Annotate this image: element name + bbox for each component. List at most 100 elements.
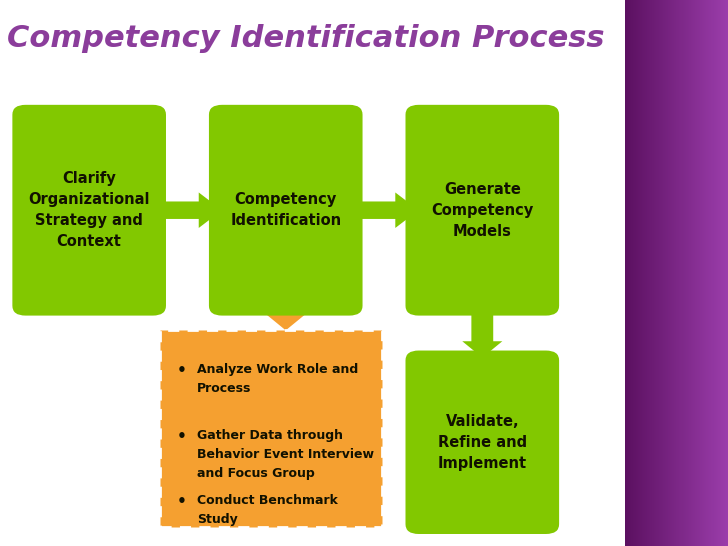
Polygon shape bbox=[266, 306, 306, 330]
Bar bbox=[677, 0, 678, 546]
Bar bbox=[719, 0, 720, 546]
Text: Conduct Benchmark
Study: Conduct Benchmark Study bbox=[197, 494, 339, 526]
Bar bbox=[696, 0, 697, 546]
Bar bbox=[683, 0, 684, 546]
Bar bbox=[663, 0, 664, 546]
Bar bbox=[670, 0, 671, 546]
Bar bbox=[709, 0, 711, 546]
Bar bbox=[720, 0, 721, 546]
Text: Gather Data through
Behavior Event Interview
and Focus Group: Gather Data through Behavior Event Inter… bbox=[197, 429, 374, 479]
Bar bbox=[628, 0, 629, 546]
Text: Generate
Competency
Models: Generate Competency Models bbox=[431, 182, 534, 239]
Bar bbox=[645, 0, 646, 546]
Bar bbox=[715, 0, 716, 546]
Text: Competency Identification Process: Competency Identification Process bbox=[7, 23, 604, 53]
Bar bbox=[673, 0, 674, 546]
Bar bbox=[637, 0, 638, 546]
Bar bbox=[689, 0, 691, 546]
FancyBboxPatch shape bbox=[405, 351, 559, 534]
Bar bbox=[647, 0, 649, 546]
Bar bbox=[640, 0, 641, 546]
Bar bbox=[727, 0, 728, 546]
Bar bbox=[657, 0, 659, 546]
Bar bbox=[630, 0, 631, 546]
Bar bbox=[704, 0, 705, 546]
Bar bbox=[708, 0, 709, 546]
Bar bbox=[706, 0, 708, 546]
Bar bbox=[669, 0, 670, 546]
Bar bbox=[676, 0, 677, 546]
Bar bbox=[713, 0, 715, 546]
Text: •: • bbox=[177, 429, 187, 443]
Bar bbox=[721, 0, 723, 546]
Bar bbox=[641, 0, 642, 546]
Bar bbox=[635, 0, 636, 546]
Bar bbox=[674, 0, 676, 546]
Bar bbox=[629, 0, 630, 546]
Bar bbox=[633, 0, 634, 546]
Text: •: • bbox=[177, 363, 187, 378]
Bar bbox=[684, 0, 686, 546]
Bar bbox=[705, 0, 706, 546]
Bar bbox=[649, 0, 651, 546]
Bar bbox=[699, 0, 700, 546]
Polygon shape bbox=[349, 193, 419, 228]
Text: Validate,
Refine and
Implement: Validate, Refine and Implement bbox=[438, 414, 527, 471]
Bar bbox=[723, 0, 724, 546]
Bar bbox=[632, 0, 633, 546]
Text: Competency
Identification: Competency Identification bbox=[230, 192, 341, 228]
Bar bbox=[672, 0, 673, 546]
Bar bbox=[718, 0, 719, 546]
Bar bbox=[700, 0, 701, 546]
Bar bbox=[638, 0, 639, 546]
Bar bbox=[659, 0, 660, 546]
FancyBboxPatch shape bbox=[12, 105, 166, 316]
Bar bbox=[646, 0, 647, 546]
Bar bbox=[642, 0, 644, 546]
Bar bbox=[651, 0, 652, 546]
Bar bbox=[702, 0, 703, 546]
Bar bbox=[668, 0, 669, 546]
Bar bbox=[687, 0, 688, 546]
Bar bbox=[662, 0, 663, 546]
Bar bbox=[725, 0, 726, 546]
Bar bbox=[698, 0, 699, 546]
Bar bbox=[697, 0, 698, 546]
Text: •: • bbox=[177, 494, 187, 509]
Bar bbox=[634, 0, 635, 546]
Bar bbox=[716, 0, 718, 546]
Polygon shape bbox=[153, 193, 222, 228]
FancyBboxPatch shape bbox=[160, 330, 382, 527]
Bar bbox=[639, 0, 640, 546]
Bar bbox=[636, 0, 637, 546]
Bar bbox=[625, 0, 627, 546]
Bar bbox=[679, 0, 681, 546]
Bar bbox=[693, 0, 694, 546]
Bar bbox=[694, 0, 695, 546]
Bar bbox=[692, 0, 693, 546]
FancyBboxPatch shape bbox=[405, 105, 559, 316]
Bar bbox=[654, 0, 656, 546]
Bar bbox=[691, 0, 692, 546]
Text: Analyze Work Role and
Process: Analyze Work Role and Process bbox=[197, 363, 358, 395]
Bar bbox=[665, 0, 666, 546]
Bar bbox=[660, 0, 661, 546]
Bar bbox=[631, 0, 632, 546]
Bar bbox=[664, 0, 665, 546]
Bar bbox=[726, 0, 727, 546]
Bar bbox=[656, 0, 657, 546]
Bar bbox=[686, 0, 687, 546]
Bar bbox=[711, 0, 713, 546]
Bar bbox=[671, 0, 672, 546]
Bar bbox=[688, 0, 689, 546]
Bar bbox=[724, 0, 725, 546]
Bar bbox=[661, 0, 662, 546]
Bar bbox=[652, 0, 654, 546]
Bar bbox=[678, 0, 679, 546]
Bar bbox=[667, 0, 668, 546]
Text: Clarify
Organizational
Strategy and
Context: Clarify Organizational Strategy and Cont… bbox=[28, 171, 150, 249]
Bar bbox=[681, 0, 683, 546]
Bar bbox=[666, 0, 667, 546]
Bar bbox=[701, 0, 702, 546]
Bar bbox=[644, 0, 645, 546]
